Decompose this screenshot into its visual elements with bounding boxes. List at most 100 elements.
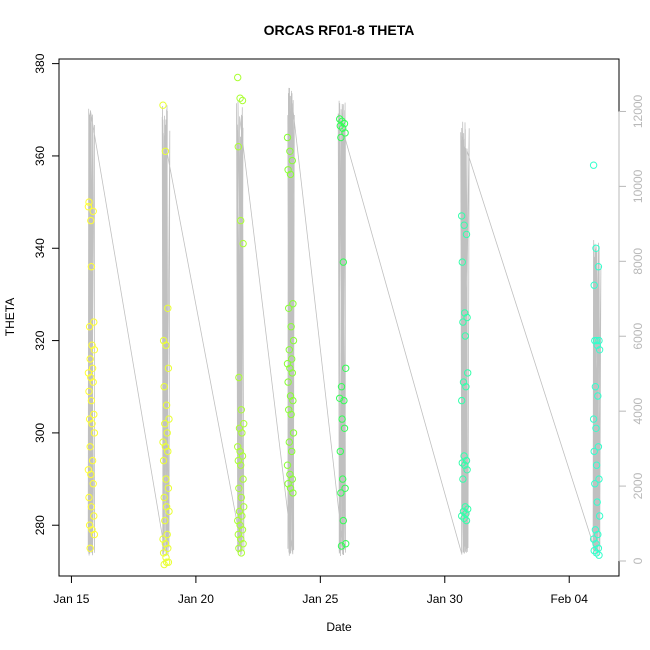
data-point <box>289 336 298 345</box>
data-point <box>339 475 347 483</box>
y-tick-label: 320 <box>33 330 47 350</box>
data-point <box>591 383 600 391</box>
data-point <box>164 544 172 552</box>
data-point <box>286 484 295 492</box>
x-tick-label: Jan 30 <box>427 592 463 606</box>
data-point <box>237 461 245 469</box>
data-point <box>461 461 469 469</box>
data-point <box>595 336 603 345</box>
data-point <box>235 424 244 432</box>
data-point <box>85 493 93 502</box>
data-point <box>459 378 468 386</box>
data-point <box>461 332 469 340</box>
data-point <box>289 489 297 497</box>
data-point <box>162 341 170 349</box>
data-point <box>160 493 168 502</box>
data-point <box>336 394 344 402</box>
y2-tick-label: 12000 <box>631 94 645 128</box>
data-point <box>594 392 602 400</box>
data-point <box>592 540 600 548</box>
data-point <box>288 355 296 363</box>
y2-tick-label: 4000 <box>631 397 645 424</box>
data-point <box>88 456 97 465</box>
data-point <box>162 475 170 483</box>
data-point <box>284 480 292 488</box>
data-point <box>160 560 168 569</box>
data-point <box>236 94 244 102</box>
y2-tick-label: 6000 <box>631 323 645 350</box>
data-point <box>238 512 246 520</box>
data-point <box>240 420 248 428</box>
data-point <box>238 452 247 460</box>
data-point <box>459 475 467 483</box>
y2-tick-label: 2000 <box>631 472 645 499</box>
x-tick-label: Jan 25 <box>302 592 338 606</box>
data-point <box>285 406 293 414</box>
data-point <box>458 512 466 520</box>
data-point <box>460 452 468 460</box>
data-point <box>159 456 168 465</box>
x-tick-label: Jan 20 <box>178 592 214 606</box>
data-point <box>238 429 246 437</box>
points-layer <box>84 73 604 569</box>
data-point <box>289 300 297 308</box>
data-point <box>283 133 292 142</box>
y-axis-label: THETA <box>3 298 17 336</box>
data-point <box>239 540 247 548</box>
data-point <box>592 461 601 469</box>
data-point <box>84 203 93 211</box>
data-point <box>85 198 93 206</box>
altitude-trace <box>87 87 602 557</box>
data-point <box>87 216 95 225</box>
data-point <box>89 378 97 386</box>
data-point <box>285 304 293 312</box>
data-point <box>463 313 471 322</box>
data-point <box>287 323 295 331</box>
data-point <box>461 309 469 317</box>
data-point <box>85 387 93 396</box>
data-point <box>86 443 94 451</box>
flight-series <box>336 115 350 550</box>
data-point <box>339 258 347 266</box>
data-point <box>459 318 467 326</box>
data-point <box>462 383 470 391</box>
data-point <box>458 212 466 220</box>
data-point <box>164 484 173 492</box>
data-point <box>595 551 603 559</box>
data-point <box>163 530 171 539</box>
data-point <box>288 447 296 456</box>
data-point <box>595 512 604 520</box>
data-point <box>159 535 167 543</box>
data-point <box>86 544 94 552</box>
data-point <box>84 369 93 377</box>
data-point <box>86 355 94 363</box>
altitude-line-layer <box>87 87 602 557</box>
data-point <box>589 161 598 169</box>
data-point <box>285 346 293 354</box>
data-point <box>161 516 169 525</box>
data-point <box>234 516 242 525</box>
data-point <box>240 503 248 511</box>
flight-series <box>159 101 173 569</box>
data-point <box>161 420 169 428</box>
data-point <box>593 498 601 506</box>
data-point <box>87 373 95 382</box>
x-tick-label: Feb 04 <box>551 592 589 606</box>
data-point <box>234 456 243 465</box>
data-point <box>288 475 296 483</box>
data-point <box>463 466 471 474</box>
data-point <box>287 410 295 419</box>
data-point <box>286 170 295 179</box>
y2-tick-label: 10000 <box>631 169 645 203</box>
data-point <box>87 470 95 479</box>
data-point <box>590 447 598 456</box>
data-point <box>90 346 99 354</box>
data-point <box>340 424 349 432</box>
data-point <box>90 410 98 419</box>
flight-series <box>84 198 99 552</box>
data-point <box>342 364 350 372</box>
data-point <box>283 360 292 368</box>
flight-series <box>283 133 298 497</box>
data-point <box>459 507 468 516</box>
